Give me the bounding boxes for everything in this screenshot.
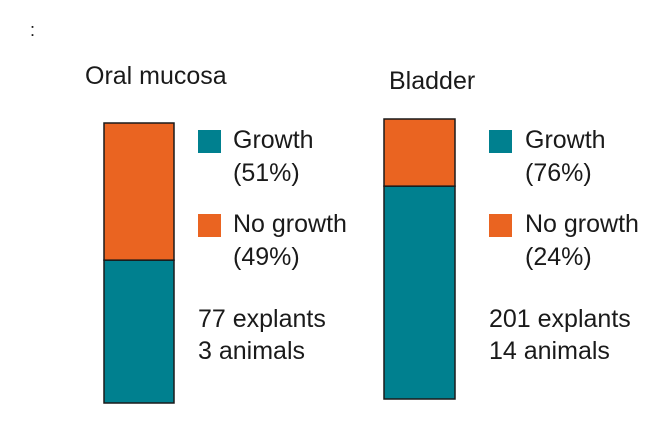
panel-title: Bladder bbox=[389, 67, 475, 95]
note-explants: 77 explants bbox=[198, 305, 326, 333]
legend: Growth (76%) No growth (24%) bbox=[489, 126, 639, 271]
stacked-bar bbox=[103, 122, 175, 404]
legend-label-growth: Growth bbox=[233, 126, 314, 154]
note-animals: 3 animals bbox=[198, 337, 305, 365]
legend-pct-growth: (76%) bbox=[525, 159, 592, 187]
note-explants: 201 explants bbox=[489, 305, 631, 333]
bar-segment-growth bbox=[383, 185, 456, 400]
bar-segment-no-growth bbox=[383, 118, 456, 187]
legend-pct-growth: (51%) bbox=[233, 159, 300, 187]
panel-oral-mucosa: Oral mucosa Growth (51%) No growth (49%)… bbox=[85, 62, 347, 404]
legend-label-no-growth: No growth bbox=[233, 210, 347, 238]
legend-swatch-no-growth bbox=[489, 214, 512, 237]
legend-pct-no-growth: (49%) bbox=[233, 243, 300, 271]
panel-bladder: Bladder Growth (76%) No growth (24%) 201… bbox=[383, 67, 639, 400]
bar-segment-no-growth bbox=[103, 122, 175, 261]
corner-mark: : bbox=[30, 20, 35, 40]
legend-label-growth: Growth bbox=[525, 126, 606, 154]
legend-swatch-growth bbox=[198, 130, 221, 153]
panel-title: Oral mucosa bbox=[85, 62, 227, 90]
note-animals: 14 animals bbox=[489, 337, 610, 365]
legend-pct-no-growth: (24%) bbox=[525, 243, 592, 271]
legend-label-no-growth: No growth bbox=[525, 210, 639, 238]
legend-swatch-no-growth bbox=[198, 214, 221, 237]
legend-swatch-growth bbox=[489, 130, 512, 153]
stacked-bar bbox=[383, 118, 456, 400]
bar-segment-growth bbox=[103, 259, 175, 404]
legend: Growth (51%) No growth (49%) bbox=[198, 126, 347, 271]
